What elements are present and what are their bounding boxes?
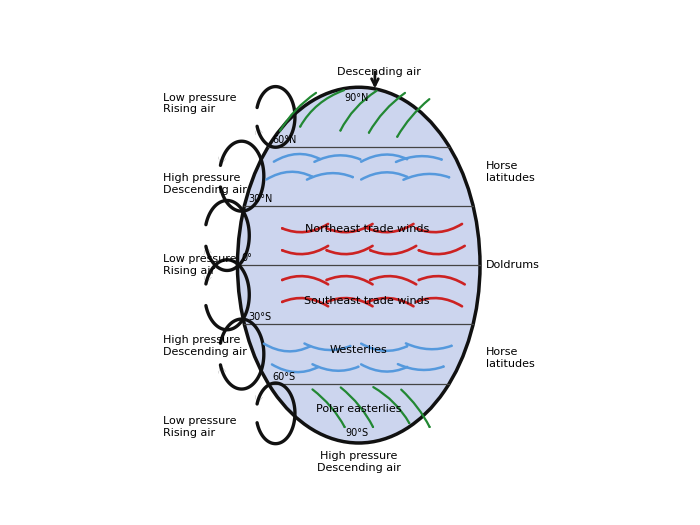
FancyArrowPatch shape — [282, 246, 328, 254]
FancyArrowPatch shape — [406, 343, 452, 349]
FancyArrowPatch shape — [370, 246, 416, 254]
FancyArrowPatch shape — [307, 173, 353, 180]
FancyArrowPatch shape — [416, 224, 462, 232]
FancyArrowPatch shape — [327, 246, 372, 254]
Text: Westerlies: Westerlies — [330, 345, 388, 355]
FancyArrowPatch shape — [361, 172, 407, 180]
FancyArrowPatch shape — [361, 364, 407, 372]
Text: 30°S: 30°S — [248, 312, 272, 322]
FancyArrowPatch shape — [340, 91, 377, 131]
Text: 60°S: 60°S — [272, 372, 295, 382]
FancyArrowPatch shape — [264, 344, 310, 351]
FancyArrowPatch shape — [396, 156, 442, 162]
FancyArrowPatch shape — [370, 276, 416, 285]
FancyArrowPatch shape — [401, 390, 430, 427]
FancyArrowPatch shape — [398, 364, 444, 370]
Text: Doldrums: Doldrums — [486, 260, 540, 270]
Text: Low pressure
Rising air: Low pressure Rising air — [162, 254, 236, 276]
FancyArrowPatch shape — [419, 246, 465, 254]
FancyArrowPatch shape — [419, 276, 465, 285]
Text: Low pressure
Rising air: Low pressure Rising air — [162, 92, 236, 114]
Text: 90°S: 90°S — [345, 428, 368, 438]
FancyArrowPatch shape — [341, 387, 373, 427]
FancyArrowPatch shape — [300, 90, 344, 127]
FancyArrowPatch shape — [274, 154, 320, 162]
FancyArrowPatch shape — [282, 276, 328, 285]
FancyArrowPatch shape — [327, 298, 372, 306]
Ellipse shape — [237, 87, 480, 443]
FancyArrowPatch shape — [314, 155, 360, 162]
Text: Low pressure
Rising air: Low pressure Rising air — [162, 416, 236, 438]
Text: 30°N: 30°N — [248, 194, 273, 204]
FancyArrowPatch shape — [416, 298, 462, 306]
FancyArrowPatch shape — [267, 172, 312, 180]
FancyArrowPatch shape — [361, 154, 407, 162]
FancyArrowPatch shape — [304, 343, 350, 350]
FancyArrowPatch shape — [398, 99, 429, 136]
FancyArrowPatch shape — [368, 224, 414, 232]
Text: Southeast trade winds: Southeast trade winds — [304, 296, 430, 306]
Text: 0°: 0° — [241, 253, 253, 263]
FancyArrowPatch shape — [368, 298, 414, 306]
Text: High pressure
Descending air: High pressure Descending air — [162, 173, 246, 195]
Text: High pressure
Descending air: High pressure Descending air — [317, 451, 400, 472]
Text: Northeast trade winds: Northeast trade winds — [304, 224, 429, 235]
FancyArrowPatch shape — [312, 390, 344, 427]
FancyArrowPatch shape — [282, 298, 328, 306]
Text: High pressure
Descending air: High pressure Descending air — [162, 335, 246, 357]
FancyArrowPatch shape — [312, 364, 358, 371]
Text: 90°N: 90°N — [344, 93, 369, 103]
FancyArrowPatch shape — [327, 276, 372, 285]
FancyArrowPatch shape — [373, 387, 410, 423]
FancyArrowPatch shape — [272, 364, 318, 372]
FancyArrowPatch shape — [369, 93, 405, 133]
Text: Descending air: Descending air — [337, 67, 421, 77]
FancyArrowPatch shape — [361, 343, 407, 351]
FancyArrowPatch shape — [280, 93, 316, 131]
FancyArrowPatch shape — [282, 224, 328, 232]
Text: Polar easterlies: Polar easterlies — [316, 404, 402, 414]
Text: 60°N: 60°N — [272, 134, 297, 144]
Text: Horse
latitudes: Horse latitudes — [486, 348, 535, 369]
FancyArrowPatch shape — [403, 174, 449, 180]
FancyArrowPatch shape — [327, 224, 372, 232]
Text: Horse
latitudes: Horse latitudes — [486, 161, 535, 183]
